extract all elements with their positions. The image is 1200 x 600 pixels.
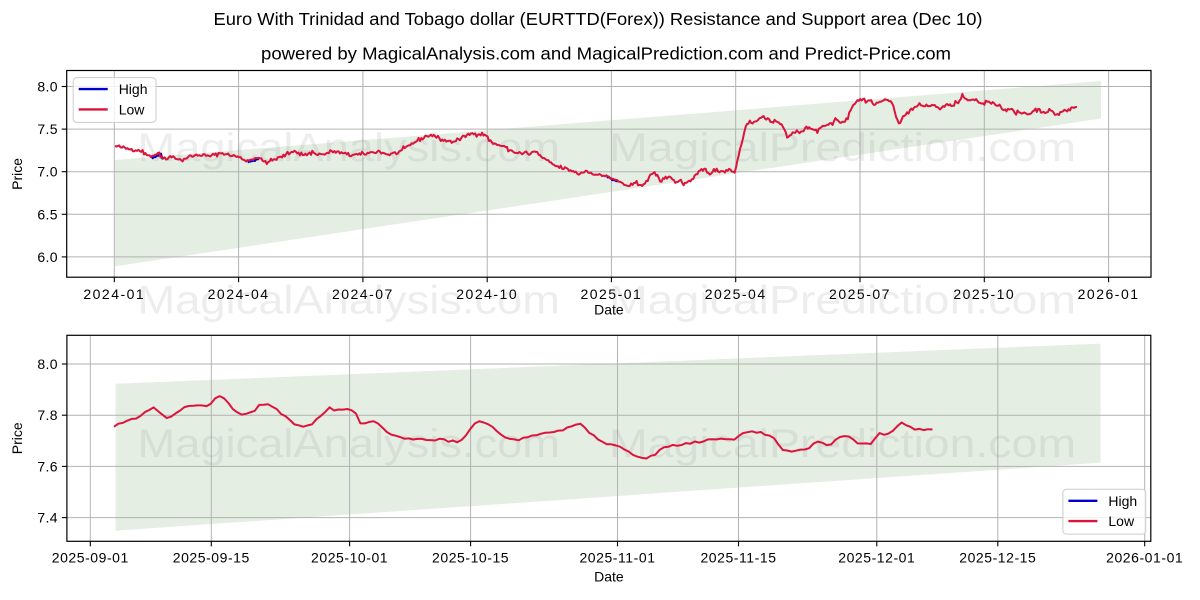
svg-text:MagicalAnalysis.com: MagicalAnalysis.com xyxy=(138,277,561,322)
svg-text:2025-10-15: 2025-10-15 xyxy=(432,550,509,566)
svg-text:7.8: 7.8 xyxy=(37,407,57,423)
svg-text:2024-10: 2024-10 xyxy=(456,286,518,302)
svg-text:2024-04: 2024-04 xyxy=(208,286,270,302)
svg-text:8.0: 8.0 xyxy=(37,356,57,372)
svg-text:Low: Low xyxy=(1108,513,1135,529)
svg-text:Date: Date xyxy=(594,569,624,585)
svg-text:2024-07: 2024-07 xyxy=(332,286,394,302)
svg-text:2025-10-01: 2025-10-01 xyxy=(311,550,388,566)
svg-text:2025-10: 2025-10 xyxy=(953,286,1015,302)
svg-text:2025-09-01: 2025-09-01 xyxy=(52,550,129,566)
svg-text:Date: Date xyxy=(594,302,624,318)
svg-text:7.4: 7.4 xyxy=(37,510,57,526)
svg-text:2025-01: 2025-01 xyxy=(580,286,642,302)
svg-text:Price: Price xyxy=(9,422,25,454)
svg-text:2025-09-15: 2025-09-15 xyxy=(173,550,250,566)
svg-text:7.6: 7.6 xyxy=(37,458,57,474)
svg-text:2025-11-01: 2025-11-01 xyxy=(579,550,655,566)
svg-text:MagicalPrediction.com: MagicalPrediction.com xyxy=(609,277,1076,322)
svg-text:MagicalPrediction.com: MagicalPrediction.com xyxy=(609,125,1076,170)
svg-text:Low: Low xyxy=(119,102,146,118)
svg-text:2025-04: 2025-04 xyxy=(705,286,767,302)
svg-text:2025-11-15: 2025-11-15 xyxy=(700,550,776,566)
svg-text:2025-12-01: 2025-12-01 xyxy=(838,550,915,566)
svg-text:7.5: 7.5 xyxy=(37,121,57,137)
svg-text:2024-01: 2024-01 xyxy=(83,286,145,302)
svg-text:High: High xyxy=(1108,493,1137,509)
svg-text:2025-12-15: 2025-12-15 xyxy=(959,550,1036,566)
svg-text:MagicalPrediction.com: MagicalPrediction.com xyxy=(609,421,1076,466)
svg-text:High: High xyxy=(119,81,148,97)
svg-text:2026-01-01: 2026-01-01 xyxy=(1106,550,1183,566)
svg-text:Euro With Trinidad and Tobago: Euro With Trinidad and Tobago dollar (EU… xyxy=(214,9,983,29)
svg-text:6.5: 6.5 xyxy=(37,206,57,222)
svg-text:2025-07: 2025-07 xyxy=(829,286,891,302)
svg-text:MagicalAnalysis.com: MagicalAnalysis.com xyxy=(138,125,561,170)
svg-text:8.0: 8.0 xyxy=(37,79,57,95)
svg-text:MagicalAnalysis.com: MagicalAnalysis.com xyxy=(138,421,561,466)
svg-text:7.0: 7.0 xyxy=(37,164,57,180)
svg-text:Price: Price xyxy=(9,158,25,190)
svg-text:powered by MagicalAnalysis.com: powered by MagicalAnalysis.com and Magic… xyxy=(261,44,951,64)
svg-text:2026-01: 2026-01 xyxy=(1078,286,1140,302)
svg-text:6.0: 6.0 xyxy=(37,249,57,265)
